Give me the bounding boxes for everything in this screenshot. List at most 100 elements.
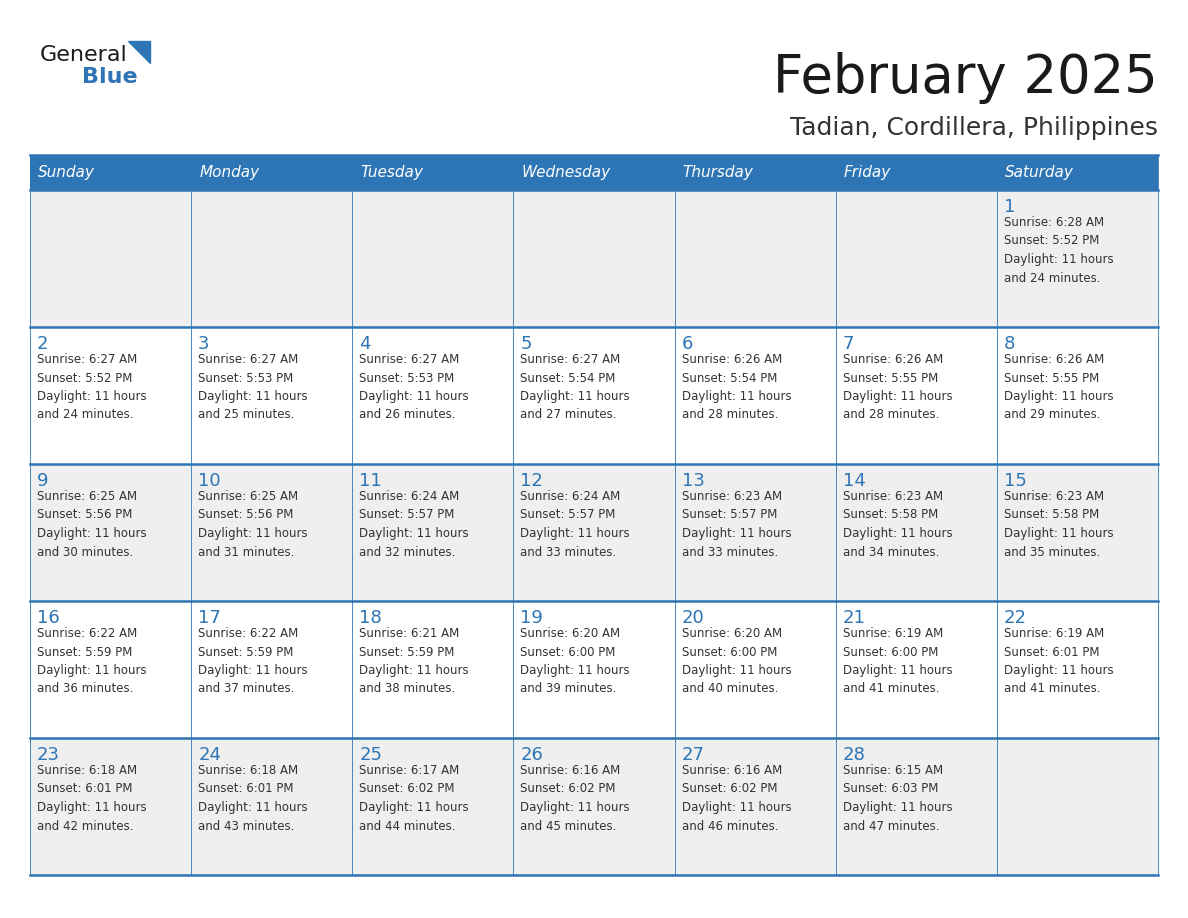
Bar	[353, 155, 513, 190]
Text: Sunrise: 6:26 AM
Sunset: 5:54 PM
Daylight: 11 hours
and 28 minutes.: Sunrise: 6:26 AM Sunset: 5:54 PM Dayligh…	[682, 353, 791, 421]
Text: 25: 25	[359, 746, 383, 764]
Bar	[835, 738, 997, 875]
Bar	[835, 155, 997, 190]
Bar	[675, 464, 835, 601]
Text: Sunrise: 6:15 AM
Sunset: 6:03 PM
Daylight: 11 hours
and 47 minutes.: Sunrise: 6:15 AM Sunset: 6:03 PM Dayligh…	[842, 764, 953, 833]
Text: February 2025: February 2025	[773, 52, 1158, 104]
Text: Sunrise: 6:22 AM
Sunset: 5:59 PM
Daylight: 11 hours
and 36 minutes.: Sunrise: 6:22 AM Sunset: 5:59 PM Dayligh…	[37, 627, 146, 696]
Text: 24: 24	[198, 746, 221, 764]
Text: Sunrise: 6:19 AM
Sunset: 6:01 PM
Daylight: 11 hours
and 41 minutes.: Sunrise: 6:19 AM Sunset: 6:01 PM Dayligh…	[1004, 627, 1113, 696]
Text: 7: 7	[842, 335, 854, 353]
Text: Sunrise: 6:19 AM
Sunset: 6:00 PM
Daylight: 11 hours
and 41 minutes.: Sunrise: 6:19 AM Sunset: 6:00 PM Dayligh…	[842, 627, 953, 696]
Text: 13: 13	[682, 472, 704, 490]
Bar	[30, 327, 191, 464]
Bar	[191, 738, 353, 875]
Text: Sunrise: 6:17 AM
Sunset: 6:02 PM
Daylight: 11 hours
and 44 minutes.: Sunrise: 6:17 AM Sunset: 6:02 PM Dayligh…	[359, 764, 469, 833]
Bar	[997, 327, 1158, 464]
Bar	[353, 738, 513, 875]
Text: Sunrise: 6:27 AM
Sunset: 5:53 PM
Daylight: 11 hours
and 25 minutes.: Sunrise: 6:27 AM Sunset: 5:53 PM Dayligh…	[198, 353, 308, 421]
Text: 21: 21	[842, 609, 866, 627]
Bar	[191, 601, 353, 738]
Bar	[353, 190, 513, 327]
Bar	[675, 190, 835, 327]
Text: 10: 10	[198, 472, 221, 490]
Text: Sunrise: 6:26 AM
Sunset: 5:55 PM
Daylight: 11 hours
and 28 minutes.: Sunrise: 6:26 AM Sunset: 5:55 PM Dayligh…	[842, 353, 953, 421]
Text: Sunrise: 6:22 AM
Sunset: 5:59 PM
Daylight: 11 hours
and 37 minutes.: Sunrise: 6:22 AM Sunset: 5:59 PM Dayligh…	[198, 627, 308, 696]
Bar	[997, 464, 1158, 601]
Bar	[30, 190, 191, 327]
Text: General: General	[40, 45, 128, 65]
Text: 12: 12	[520, 472, 543, 490]
Text: 18: 18	[359, 609, 383, 627]
Text: 2: 2	[37, 335, 49, 353]
Text: Sunrise: 6:16 AM
Sunset: 6:02 PM
Daylight: 11 hours
and 46 minutes.: Sunrise: 6:16 AM Sunset: 6:02 PM Dayligh…	[682, 764, 791, 833]
Text: Sunrise: 6:26 AM
Sunset: 5:55 PM
Daylight: 11 hours
and 29 minutes.: Sunrise: 6:26 AM Sunset: 5:55 PM Dayligh…	[1004, 353, 1113, 421]
Bar	[191, 190, 353, 327]
Text: 19: 19	[520, 609, 543, 627]
Text: Friday: Friday	[843, 165, 891, 180]
Text: 27: 27	[682, 746, 704, 764]
Bar	[835, 327, 997, 464]
Bar	[30, 601, 191, 738]
Text: 1: 1	[1004, 198, 1016, 216]
Text: 6: 6	[682, 335, 693, 353]
Text: 28: 28	[842, 746, 866, 764]
Text: Sunrise: 6:25 AM
Sunset: 5:56 PM
Daylight: 11 hours
and 31 minutes.: Sunrise: 6:25 AM Sunset: 5:56 PM Dayligh…	[198, 490, 308, 558]
Text: Sunrise: 6:24 AM
Sunset: 5:57 PM
Daylight: 11 hours
and 32 minutes.: Sunrise: 6:24 AM Sunset: 5:57 PM Dayligh…	[359, 490, 469, 558]
Bar	[191, 327, 353, 464]
Text: 11: 11	[359, 472, 383, 490]
Text: 22: 22	[1004, 609, 1026, 627]
Bar	[513, 327, 675, 464]
Text: Blue: Blue	[82, 67, 138, 87]
Text: Sunrise: 6:23 AM
Sunset: 5:57 PM
Daylight: 11 hours
and 33 minutes.: Sunrise: 6:23 AM Sunset: 5:57 PM Dayligh…	[682, 490, 791, 558]
Bar	[30, 155, 191, 190]
Bar	[513, 738, 675, 875]
Bar	[513, 155, 675, 190]
Text: Sunrise: 6:27 AM
Sunset: 5:54 PM
Daylight: 11 hours
and 27 minutes.: Sunrise: 6:27 AM Sunset: 5:54 PM Dayligh…	[520, 353, 630, 421]
Text: 23: 23	[37, 746, 61, 764]
Bar	[997, 155, 1158, 190]
Text: 16: 16	[37, 609, 59, 627]
Bar	[835, 190, 997, 327]
Text: 9: 9	[37, 472, 49, 490]
Bar	[835, 464, 997, 601]
Text: Sunrise: 6:20 AM
Sunset: 6:00 PM
Daylight: 11 hours
and 40 minutes.: Sunrise: 6:20 AM Sunset: 6:00 PM Dayligh…	[682, 627, 791, 696]
Text: 5: 5	[520, 335, 532, 353]
Text: Sunrise: 6:20 AM
Sunset: 6:00 PM
Daylight: 11 hours
and 39 minutes.: Sunrise: 6:20 AM Sunset: 6:00 PM Dayligh…	[520, 627, 630, 696]
Text: Thursday: Thursday	[683, 165, 753, 180]
Text: Tuesday: Tuesday	[360, 165, 423, 180]
Text: 14: 14	[842, 472, 866, 490]
Bar	[675, 327, 835, 464]
Text: Sunrise: 6:27 AM
Sunset: 5:53 PM
Daylight: 11 hours
and 26 minutes.: Sunrise: 6:27 AM Sunset: 5:53 PM Dayligh…	[359, 353, 469, 421]
Text: Sunrise: 6:24 AM
Sunset: 5:57 PM
Daylight: 11 hours
and 33 minutes.: Sunrise: 6:24 AM Sunset: 5:57 PM Dayligh…	[520, 490, 630, 558]
Text: Sunrise: 6:23 AM
Sunset: 5:58 PM
Daylight: 11 hours
and 34 minutes.: Sunrise: 6:23 AM Sunset: 5:58 PM Dayligh…	[842, 490, 953, 558]
Polygon shape	[128, 41, 150, 63]
Bar	[675, 738, 835, 875]
Bar	[675, 155, 835, 190]
Text: Sunrise: 6:28 AM
Sunset: 5:52 PM
Daylight: 11 hours
and 24 minutes.: Sunrise: 6:28 AM Sunset: 5:52 PM Dayligh…	[1004, 216, 1113, 285]
Text: 8: 8	[1004, 335, 1016, 353]
Bar	[513, 190, 675, 327]
Bar	[997, 738, 1158, 875]
Bar	[513, 464, 675, 601]
Text: Sunrise: 6:25 AM
Sunset: 5:56 PM
Daylight: 11 hours
and 30 minutes.: Sunrise: 6:25 AM Sunset: 5:56 PM Dayligh…	[37, 490, 146, 558]
Text: 17: 17	[198, 609, 221, 627]
Bar	[835, 601, 997, 738]
Text: Sunrise: 6:21 AM
Sunset: 5:59 PM
Daylight: 11 hours
and 38 minutes.: Sunrise: 6:21 AM Sunset: 5:59 PM Dayligh…	[359, 627, 469, 696]
Text: 26: 26	[520, 746, 543, 764]
Bar	[30, 464, 191, 601]
Text: 20: 20	[682, 609, 704, 627]
Text: 4: 4	[359, 335, 371, 353]
Text: Sunrise: 6:18 AM
Sunset: 6:01 PM
Daylight: 11 hours
and 42 minutes.: Sunrise: 6:18 AM Sunset: 6:01 PM Dayligh…	[37, 764, 146, 833]
Text: Sunday: Sunday	[38, 165, 95, 180]
Text: 3: 3	[198, 335, 209, 353]
Bar	[675, 601, 835, 738]
Bar	[191, 155, 353, 190]
Text: Sunrise: 6:18 AM
Sunset: 6:01 PM
Daylight: 11 hours
and 43 minutes.: Sunrise: 6:18 AM Sunset: 6:01 PM Dayligh…	[198, 764, 308, 833]
Bar	[353, 601, 513, 738]
Text: Sunrise: 6:27 AM
Sunset: 5:52 PM
Daylight: 11 hours
and 24 minutes.: Sunrise: 6:27 AM Sunset: 5:52 PM Dayligh…	[37, 353, 146, 421]
Bar	[513, 601, 675, 738]
Bar	[997, 190, 1158, 327]
Text: Tadian, Cordillera, Philippines: Tadian, Cordillera, Philippines	[790, 116, 1158, 140]
Text: Saturday: Saturday	[1005, 165, 1074, 180]
